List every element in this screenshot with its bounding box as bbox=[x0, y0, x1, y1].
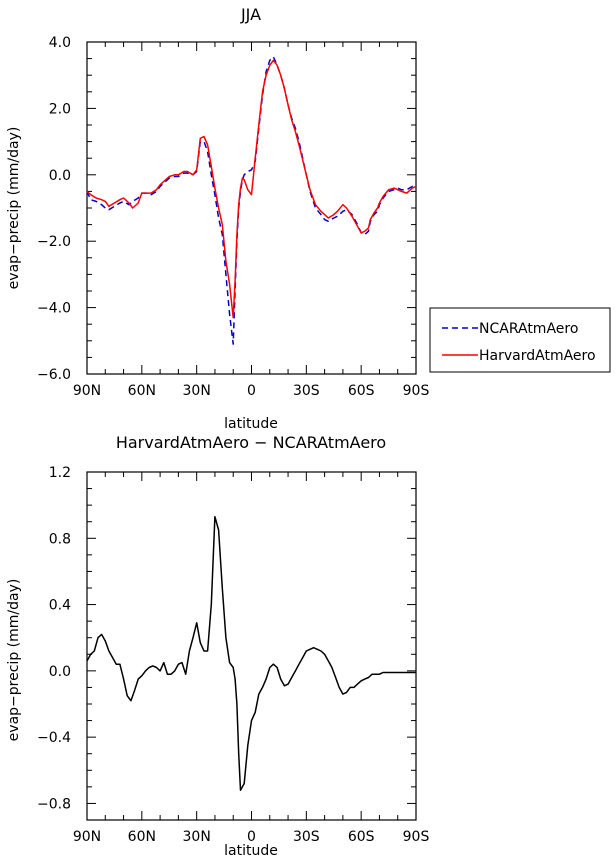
y-tick-label: −0.8 bbox=[37, 796, 71, 812]
plot-area: 90N 60N 30N 0 30S 60S 90S −6.0 −4.0 −2.0 0.0 2.0 4.0 bbox=[37, 35, 429, 399]
y-tick-label: 0.0 bbox=[49, 664, 71, 680]
y-tick-label: 0.8 bbox=[49, 531, 71, 547]
legend-box bbox=[429, 307, 611, 373]
x-tick-label: 60S bbox=[348, 383, 375, 399]
x-tick-label: 90N bbox=[73, 829, 101, 845]
x-tick-label: 90S bbox=[403, 383, 430, 399]
x-tick-label: 90N bbox=[73, 383, 101, 399]
y-tick-label: 4.0 bbox=[49, 35, 71, 51]
y-tick-label: 0.4 bbox=[49, 598, 71, 614]
x-tick-label: 0 bbox=[247, 383, 256, 399]
y-tick-label: −4.0 bbox=[37, 301, 71, 317]
chart-title-difference: HarvardAtmAero − NCARAtmAero bbox=[116, 433, 386, 452]
chart-panel-top: JJA evap−precip (mm/day) latitude 90N 60N… bbox=[6, 5, 611, 432]
y-tick-label: −2.0 bbox=[37, 234, 71, 250]
x-tick-label: 0 bbox=[247, 829, 256, 845]
series-line-difference bbox=[86, 515, 416, 791]
x-axis-label-difference: latitude bbox=[224, 843, 278, 859]
x-tick-label: 60N bbox=[128, 383, 156, 399]
x-tick-label: 60S bbox=[348, 829, 375, 845]
plot-frame bbox=[86, 41, 417, 375]
legend-label-ncar: NCARAtmAero bbox=[479, 321, 578, 337]
x-tick-label: 30S bbox=[293, 383, 320, 399]
x-tick-label: 30N bbox=[183, 383, 211, 399]
y-tick-label: 0.0 bbox=[49, 168, 71, 184]
plot-frame bbox=[86, 471, 417, 821]
x-tick-label: 30N bbox=[183, 829, 211, 845]
chart-title: JJA bbox=[240, 5, 261, 24]
y-axis-label: evap−precip (mm/day) bbox=[6, 127, 22, 290]
series-line-ncaratmaero bbox=[86, 56, 416, 345]
y-tick-label: −0.4 bbox=[37, 730, 71, 746]
plot-area-difference: 90N 60N 30N 0 30S 60S 90S −0.8 −0.4 0.0 0.4 0.8 1.2 bbox=[37, 465, 429, 845]
legend-label-harvard: HarvardAtmAero bbox=[479, 348, 596, 364]
chart-panel-bottom: HarvardAtmAero − NCARAtmAero evap−precip… bbox=[6, 433, 429, 859]
x-tick-label: 30S bbox=[293, 829, 320, 845]
x-tick-label: 60N bbox=[128, 829, 156, 845]
y-tick-label: 1.2 bbox=[49, 465, 71, 481]
x-tick-label: 90S bbox=[403, 829, 430, 845]
y-tick-label: 2.0 bbox=[49, 101, 71, 117]
legend: NCARAtmAero HarvardAtmAero bbox=[429, 307, 611, 373]
x-axis-label: latitude bbox=[224, 416, 278, 432]
y-tick-label: −6.0 bbox=[37, 367, 71, 383]
y-axis-label-difference: evap−precip (mm/day) bbox=[6, 579, 22, 742]
series-line-harvardatmaero bbox=[86, 59, 417, 319]
